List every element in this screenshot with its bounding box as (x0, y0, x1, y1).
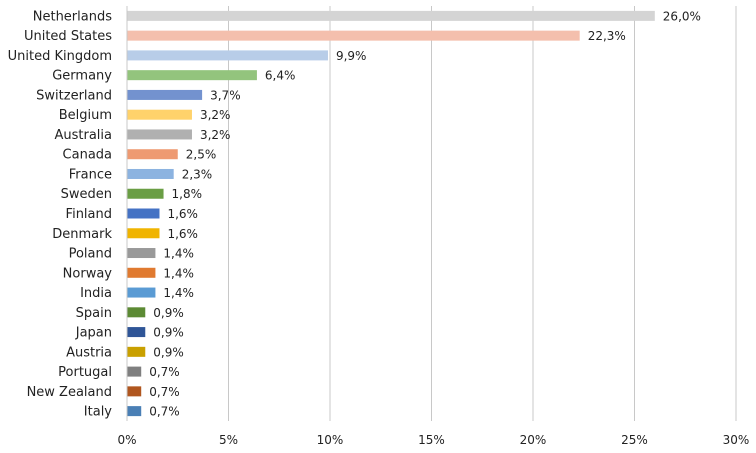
bar (127, 406, 142, 417)
x-axis-tick-labels: 0% 5% 10% 15% 20% 25% 30% (117, 433, 749, 447)
bar (127, 346, 146, 357)
category-label: Belgium (59, 108, 112, 123)
bar (127, 10, 655, 21)
category-label: Poland (69, 247, 112, 262)
x-tick-label: 0% (117, 433, 136, 447)
category-label: India (80, 286, 112, 301)
value-label: 9,9% (336, 49, 367, 63)
category-label: Switzerland (36, 88, 112, 103)
value-label: 1,4% (163, 266, 194, 280)
bar (127, 287, 156, 298)
category-label: Canada (63, 148, 112, 163)
x-tick-label: 20% (520, 433, 547, 447)
value-label: 3,2% (200, 108, 231, 122)
category-label: Italy (84, 405, 113, 420)
bar (127, 168, 174, 179)
x-tick-label: 15% (418, 433, 445, 447)
bar (127, 129, 192, 140)
bar (127, 267, 156, 278)
value-label: 0,7% (149, 405, 180, 419)
value-label: 22,3% (588, 29, 626, 43)
bar (127, 327, 146, 338)
value-label: 1,8% (172, 187, 203, 201)
category-label: Finland (66, 207, 112, 222)
bar (127, 109, 192, 120)
category-label: New Zealand (27, 385, 112, 400)
gridlines (228, 6, 737, 421)
category-label: Germany (52, 69, 112, 84)
bar (127, 50, 328, 61)
x-tick-label: 25% (621, 433, 648, 447)
bar (127, 70, 257, 81)
category-label: Spain (76, 306, 112, 321)
value-label: 6,4% (265, 69, 296, 83)
value-labels: 26,0% 22,3% 9,9% 6,4% 3,7% 3,2% 3,2% 2,5% 2,3% 1,… (149, 9, 701, 418)
category-label: Sweden (61, 187, 112, 202)
bar (127, 149, 178, 160)
bar (127, 307, 146, 318)
value-label: 0,9% (153, 345, 184, 359)
bar (127, 89, 203, 100)
x-tick-label: 30% (723, 433, 750, 447)
bar (127, 228, 160, 239)
bar (127, 386, 142, 397)
category-label: Portugal (58, 365, 112, 380)
value-label: 1,4% (163, 286, 194, 300)
category-label: Netherlands (33, 9, 112, 24)
category-label: Denmark (52, 227, 112, 242)
category-label: United States (24, 29, 112, 44)
category-label: Japan (75, 326, 112, 341)
category-label: Austria (66, 345, 112, 360)
value-label: 2,3% (182, 167, 213, 181)
bar (127, 188, 164, 199)
value-label: 26,0% (663, 9, 701, 23)
value-label: 0,7% (149, 365, 180, 379)
value-label: 2,5% (186, 148, 217, 162)
x-tick-label: 10% (317, 433, 344, 447)
value-label: 1,6% (167, 207, 198, 221)
category-labels: Netherlands United States United Kingdom Ge… (8, 9, 113, 419)
value-label: 1,4% (163, 247, 194, 261)
value-label: 1,6% (167, 227, 198, 241)
value-label: 0,9% (153, 326, 184, 340)
value-label: 3,2% (200, 128, 231, 142)
value-label: 0,7% (149, 385, 180, 399)
bar (127, 208, 160, 219)
bar (127, 366, 142, 377)
value-label: 3,7% (210, 88, 241, 102)
bars (127, 10, 655, 417)
x-tick-label: 5% (219, 433, 238, 447)
bar (127, 248, 156, 259)
category-label: United Kingdom (8, 49, 112, 64)
category-label: Australia (54, 128, 112, 143)
bar (127, 30, 580, 41)
category-label: France (69, 167, 112, 182)
value-label: 0,9% (153, 306, 184, 320)
category-label: Norway (63, 266, 113, 281)
